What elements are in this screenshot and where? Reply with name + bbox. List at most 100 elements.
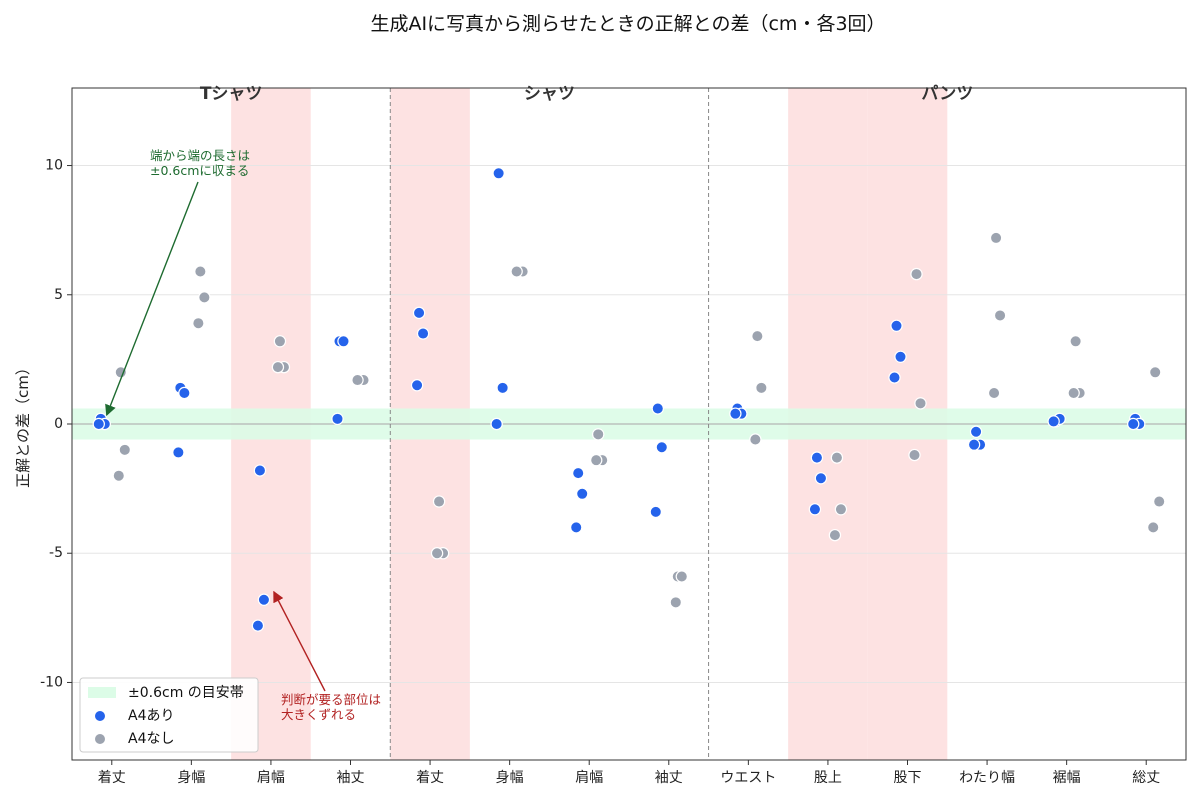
- point-a4-off-30: [910, 267, 923, 281]
- point-a4-off-22: [675, 570, 688, 583]
- point-a4-on-6: [253, 464, 267, 477]
- y-axis-label: 正解との差（cm）: [14, 360, 32, 488]
- legend-label-band: ±0.6cm の目安帯: [128, 685, 244, 701]
- point-a4-off-33: [989, 231, 1003, 245]
- point-a4-on-26: [729, 407, 742, 420]
- point-a4-on-8: [251, 619, 265, 632]
- point-a4-off-4: [198, 291, 211, 304]
- point-a4-on-35: [967, 438, 981, 451]
- point-a4-off-34: [993, 309, 1007, 322]
- x-tick-label-7: 袖丈: [655, 770, 683, 786]
- point-a4-on-27: [810, 451, 824, 464]
- y-tick-label-1: 5: [54, 287, 63, 303]
- annotation-arrow-0: [105, 181, 199, 417]
- point-a4-off-31: [914, 397, 927, 410]
- group-label-1: シャツ: [524, 84, 575, 104]
- point-a4-on-10: [337, 335, 350, 348]
- point-a4-off-23: [669, 596, 682, 609]
- point-a4-on-2: [92, 417, 105, 431]
- group-label-2: パンツ: [921, 84, 973, 104]
- point-a4-off-29: [828, 528, 842, 542]
- point-a4-off-8: [271, 360, 285, 374]
- y-tick-label-2: 0: [54, 416, 63, 432]
- point-a4-off-39: [1149, 366, 1162, 379]
- point-a4-on-22: [655, 441, 668, 454]
- point-a4-off-26: [749, 433, 762, 446]
- point-a4-off-3: [194, 265, 207, 278]
- y-tick-label-0: 10: [45, 158, 63, 174]
- point-a4-on-21: [651, 402, 664, 415]
- legend-marker-1: [93, 732, 107, 746]
- point-a4-off-14: [430, 547, 444, 560]
- annotation-arrow-1: [273, 590, 326, 692]
- point-a4-on-23: [649, 505, 662, 519]
- point-a4-off-5: [192, 317, 205, 330]
- point-a4-on-31: [894, 350, 907, 363]
- point-a4-on-20: [570, 521, 583, 534]
- x-tick-label-4: 着丈: [416, 770, 444, 786]
- point-a4-off-11: [351, 373, 364, 387]
- x-tick-label-1: 身幅: [177, 770, 205, 786]
- point-a4-on-4: [178, 386, 191, 400]
- point-a4-off-32: [908, 448, 921, 462]
- x-tick-label-0: 着丈: [98, 770, 126, 786]
- point-a4-off-20: [590, 453, 603, 467]
- grid-lines: [72, 165, 1186, 683]
- point-a4-on-13: [416, 327, 430, 340]
- point-a4-on-29: [808, 503, 822, 516]
- point-a4-on-5: [172, 446, 185, 459]
- annotation-text-1-1: 大きくずれる: [281, 707, 356, 722]
- point-a4-off-41: [1147, 521, 1160, 534]
- point-a4-off-2: [112, 469, 125, 482]
- point-a4-on-7: [257, 593, 271, 606]
- group-labels: Tシャツ シャツ パンツ: [200, 84, 973, 104]
- group-separators: [389, 88, 710, 760]
- x-tick-label-11: わたり幅: [959, 770, 1015, 786]
- point-a4-on-16: [496, 381, 509, 395]
- point-a4-on-19: [576, 487, 589, 500]
- point-a4-off-6: [273, 335, 287, 348]
- point-a4-on-12: [412, 306, 426, 320]
- legend-box: [79, 677, 259, 753]
- point-a4-off-18: [592, 428, 605, 441]
- x-tick-label-6: 肩幅: [575, 770, 603, 786]
- point-a4-off-35: [987, 386, 1001, 400]
- point-a4-on-32: [888, 371, 901, 384]
- x-tick-label-10: 股下: [894, 770, 922, 786]
- chart-title: 生成AIに写真から測らせたときの正解との差（cm・各3回）: [370, 13, 885, 35]
- annotation-text-0-1: ±0.6cmに収まる: [150, 163, 249, 178]
- legend-swatch-band: [88, 687, 116, 698]
- point-a4-on-17: [490, 417, 503, 431]
- point-a4-on-30: [890, 319, 903, 332]
- point-a4-off-36: [1069, 335, 1082, 348]
- x-tick-label-2: 肩幅: [257, 770, 285, 786]
- point-a4-off-38: [1067, 386, 1080, 400]
- point-a4-on-15: [492, 167, 505, 180]
- point-a4-on-33: [969, 425, 983, 438]
- point-a4-off-12: [432, 495, 446, 508]
- x-tick-label-3: 袖丈: [337, 770, 365, 786]
- y-tick-label-4: -10: [40, 674, 63, 690]
- point-a4-off-1: [118, 443, 131, 457]
- point-a4-off-40: [1153, 495, 1166, 508]
- point-a4-on-18: [572, 466, 585, 480]
- point-a4-off-17: [510, 265, 523, 278]
- point-a4-off-24: [751, 329, 764, 343]
- x-tick-label-8: ウエスト: [720, 770, 776, 786]
- legend-label-1: A4なし: [128, 731, 174, 747]
- annotation-text-0-0: 端から端の長さは: [150, 148, 250, 163]
- point-a4-off-25: [755, 381, 768, 395]
- x-tick-label-9: 股上: [814, 770, 842, 786]
- x-tick-label-13: 総丈: [1132, 770, 1160, 786]
- point-a4-on-28: [814, 472, 828, 485]
- point-a4-off-28: [834, 503, 848, 516]
- point-a4-off-27: [830, 451, 844, 464]
- annotation-text-1-0: 判断が要る部位は: [281, 692, 381, 707]
- point-a4-on-14: [410, 379, 424, 392]
- point-a4-on-41: [1127, 417, 1140, 431]
- axis-ticks: 10 5 0 -5 -10 着丈 身幅 肩幅 袖丈 着丈 身幅 肩幅 袖丈 ウエスト 股上 股下 わたり幅 裾幅 総…: [40, 158, 1160, 786]
- point-a4-on-11: [331, 412, 344, 426]
- point-a4-on-38: [1047, 415, 1060, 428]
